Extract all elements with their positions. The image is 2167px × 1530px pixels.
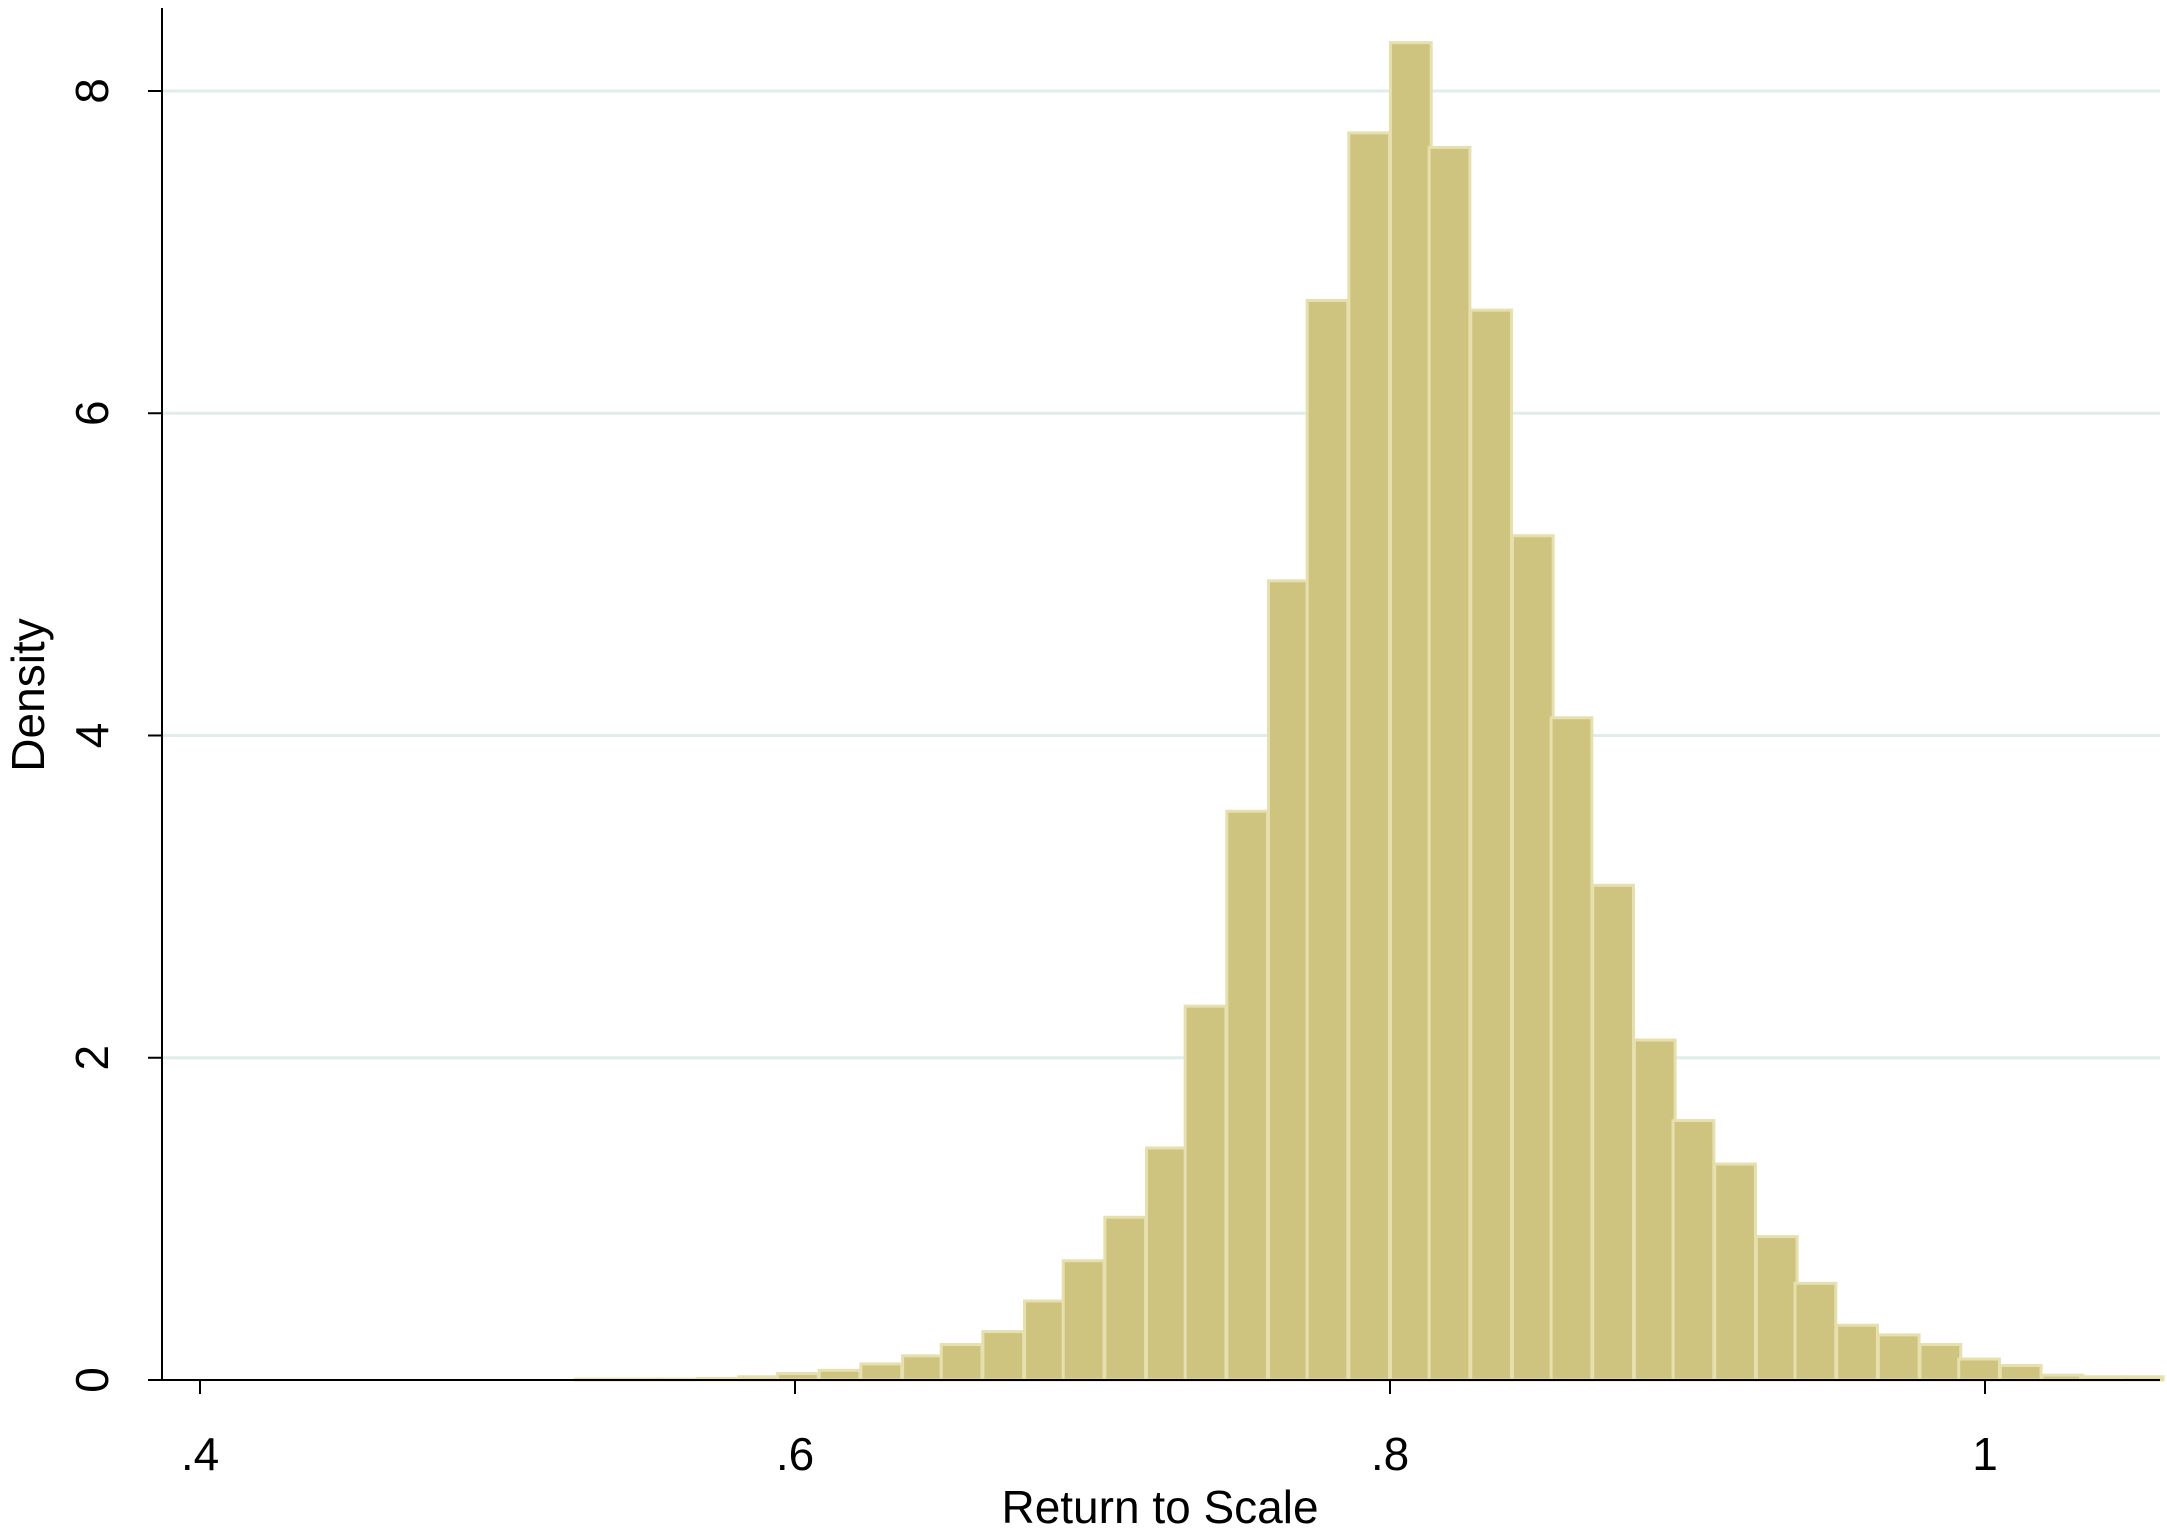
histogram-bar-13 [1103,1215,1148,1382]
histogram-bar-31 [1835,1323,1879,1382]
y-tick-label: 8 [66,78,118,104]
x-tick-label: 1 [1972,1428,1998,1480]
histogram-bar-20 [1388,41,1433,1382]
histogram-bar-30 [1793,1281,1838,1382]
histogram-bar-29 [1754,1235,1799,1382]
histogram-bar-26 [1632,1038,1677,1382]
x-axis-ticks: .4 .6 .8 1 [181,1380,1998,1480]
histogram-bar-15 [1183,1004,1228,1382]
histogram-bar-6 [817,1368,862,1382]
histogram-bar-21 [1427,145,1472,1382]
x-axis-title: Return to Scale [1001,1481,1318,1530]
y-tick-label: 2 [66,1045,118,1071]
histogram-bar-7 [859,1362,904,1382]
histogram-bar-27 [1671,1119,1716,1382]
y-tick-label: 0 [66,1367,118,1393]
y-axis-ticks: 0 2 4 6 8 [66,78,162,1393]
histogram-bar-25 [1591,883,1636,1382]
histogram-bar-16 [1225,809,1270,1382]
histogram-bar-23 [1510,534,1555,1382]
histogram-bar-17 [1266,579,1311,1382]
histogram-bar-22 [1469,308,1514,1382]
histogram-bar-28 [1713,1162,1757,1382]
histogram-bar-9 [939,1343,984,1382]
gridlines [162,89,2160,1060]
histogram-bar-8 [901,1354,945,1382]
histogram-bar-11 [1023,1299,1067,1382]
y-tick-label: 4 [66,723,118,749]
histogram-bar-33 [1918,1343,1963,1382]
histogram-bar-19 [1347,131,1392,1382]
histogram-bar-34 [1957,1357,2001,1382]
x-tick-label: .4 [181,1428,219,1480]
x-tick-label: .8 [1371,1428,1409,1480]
histogram-bar-12 [1061,1259,1106,1382]
histogram-bar-32 [1876,1333,1921,1382]
y-tick-label: 6 [66,400,118,426]
x-tick-label: .6 [776,1428,814,1480]
histogram-bars [573,41,2165,1382]
y-axis-title: Density [2,618,54,771]
histogram-bar-18 [1305,298,1350,1382]
histogram-bar-35 [1998,1363,2043,1382]
histogram-bar-24 [1549,716,1594,1382]
histogram-bar-14 [1144,1146,1189,1382]
histogram-bar-10 [981,1330,1026,1382]
